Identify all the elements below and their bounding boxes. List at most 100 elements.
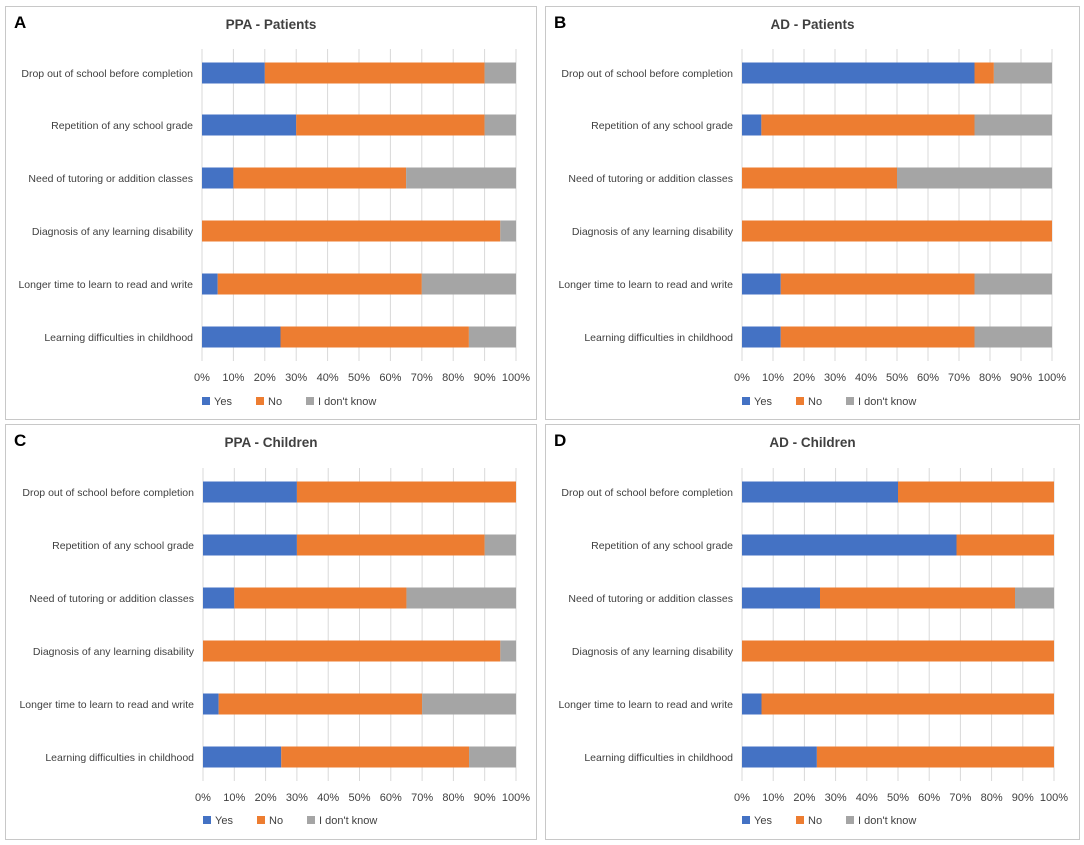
category-label: Repetition of any school grade — [51, 120, 193, 132]
category-label: Drop out of school before completion — [561, 487, 733, 499]
legend-label: I don't know — [319, 815, 377, 827]
x-tick-label: 80% — [442, 792, 464, 804]
bar-i-don-t-know — [484, 114, 516, 136]
bar-no — [202, 220, 501, 242]
x-tick-label: 60% — [917, 372, 939, 384]
category-label: Learning difficulties in childhood — [584, 752, 733, 764]
x-tick-label: 40% — [317, 792, 339, 804]
bar-i-don-t-know — [484, 534, 516, 556]
x-tick-label: 0% — [734, 372, 750, 384]
bar-no — [296, 481, 516, 503]
x-tick-label: 20% — [254, 372, 276, 384]
category-label: Longer time to learn to read and write — [558, 279, 733, 291]
category-label: Diagnosis of any learning disability — [33, 646, 195, 658]
bar-no — [218, 693, 423, 715]
x-tick-label: 80% — [442, 372, 464, 384]
x-tick-label: 70% — [949, 792, 971, 804]
x-tick-label: 90% — [474, 372, 496, 384]
x-tick-label: 0% — [734, 792, 750, 804]
x-tick-label: 40% — [317, 372, 339, 384]
chart-svg: 0% 10% 20% 30% 40% 50% 60% 70% 80% 90% 100% Drop ou… — [558, 468, 1068, 827]
category-label: Longer time to learn to read and write — [558, 699, 733, 711]
legend-swatch-yes — [742, 816, 750, 824]
x-tick-label: 100% — [502, 792, 530, 804]
legend-swatch-i-don-t-know — [846, 816, 854, 824]
x-tick-label: 60% — [380, 792, 402, 804]
bar-yes — [742, 587, 820, 609]
category-label: Drop out of school before completion — [22, 487, 194, 499]
bar-no — [742, 167, 897, 189]
bar-i-don-t-know — [468, 326, 516, 348]
bar-no — [234, 587, 407, 609]
legend-label: Yes — [214, 396, 232, 408]
x-tick-label: 70% — [411, 372, 433, 384]
x-tick-label: 30% — [824, 372, 846, 384]
chart-svg: 0% 10% 20% 30% 40% 50% 60% 70% 80% 90% 100% Drop ou… — [18, 49, 530, 408]
bar-yes — [742, 534, 957, 556]
chart-panel-a: A PPA - Patients 0% 10% 20% 30% 40% 50% 60% 70%… — [5, 6, 537, 420]
x-tick-label: 90% — [1010, 372, 1032, 384]
x-tick-label: 30% — [286, 792, 308, 804]
legend-label: Yes — [215, 815, 233, 827]
legend-label: Yes — [754, 815, 772, 827]
category-label: Learning difficulties in childhood — [584, 332, 733, 344]
bar-no — [264, 62, 485, 84]
x-tick-label: 0% — [195, 792, 211, 804]
x-tick-label: 20% — [793, 792, 815, 804]
panel-letter: B — [554, 13, 567, 32]
x-tick-label: 100% — [1038, 372, 1066, 384]
bar-no — [956, 534, 1054, 556]
x-tick-label: 50% — [348, 792, 370, 804]
legend-label: I don't know — [858, 396, 916, 408]
x-tick-label: 10% — [762, 372, 784, 384]
chart-title: AD - Children — [769, 435, 856, 450]
x-tick-label: 40% — [856, 792, 878, 804]
legend-swatch-yes — [742, 397, 750, 405]
bar-no — [296, 534, 485, 556]
chart-title: PPA - Patients — [225, 17, 317, 32]
x-tick-label: 80% — [979, 372, 1001, 384]
bar-yes — [203, 534, 297, 556]
bar-yes — [742, 481, 898, 503]
x-tick-label: 70% — [948, 372, 970, 384]
bar-no — [898, 481, 1054, 503]
panel-letter: A — [14, 13, 27, 32]
chart-title: AD - Patients — [770, 17, 855, 32]
category-label: Need of tutoring or addition classes — [568, 593, 733, 605]
x-tick-label: 50% — [886, 372, 908, 384]
bar-no — [742, 220, 1052, 242]
bar-yes — [742, 273, 781, 295]
legend-swatch-yes — [202, 397, 210, 405]
chart-panel-c: C PPA - Children 0% 10% 20% 30% 40% 50% 60% 70%… — [5, 424, 537, 840]
category-label: Drop out of school before completion — [21, 68, 193, 80]
x-tick-label: 50% — [348, 372, 370, 384]
legend-swatch-i-don-t-know — [307, 816, 315, 824]
bar-i-don-t-know — [406, 587, 516, 609]
category-label: Diagnosis of any learning disability — [32, 226, 194, 238]
x-tick-label: 70% — [411, 792, 433, 804]
bar-yes — [203, 746, 282, 768]
bar-no — [816, 746, 1054, 768]
category-label: Longer time to learn to read and write — [19, 699, 194, 711]
x-tick-label: 80% — [981, 792, 1003, 804]
bar-no — [217, 273, 422, 295]
bar-yes — [742, 746, 817, 768]
bar-i-don-t-know — [406, 167, 516, 189]
legend-label: I don't know — [858, 815, 916, 827]
legend-swatch-i-don-t-know — [306, 397, 314, 405]
x-tick-label: 40% — [855, 372, 877, 384]
bar-yes — [742, 114, 762, 136]
x-tick-label: 10% — [223, 792, 245, 804]
legend-label: No — [808, 815, 822, 827]
x-tick-label: 90% — [474, 792, 496, 804]
bar-no — [233, 167, 407, 189]
bar-yes — [202, 273, 218, 295]
legend-swatch-no — [257, 816, 265, 824]
legend-label: No — [268, 396, 282, 408]
category-label: Learning difficulties in childhood — [45, 752, 194, 764]
bar-i-don-t-know — [974, 114, 1052, 136]
bar-yes — [742, 693, 762, 715]
legend-swatch-no — [256, 397, 264, 405]
bar-i-don-t-know — [500, 640, 516, 662]
bar-yes — [202, 114, 297, 136]
